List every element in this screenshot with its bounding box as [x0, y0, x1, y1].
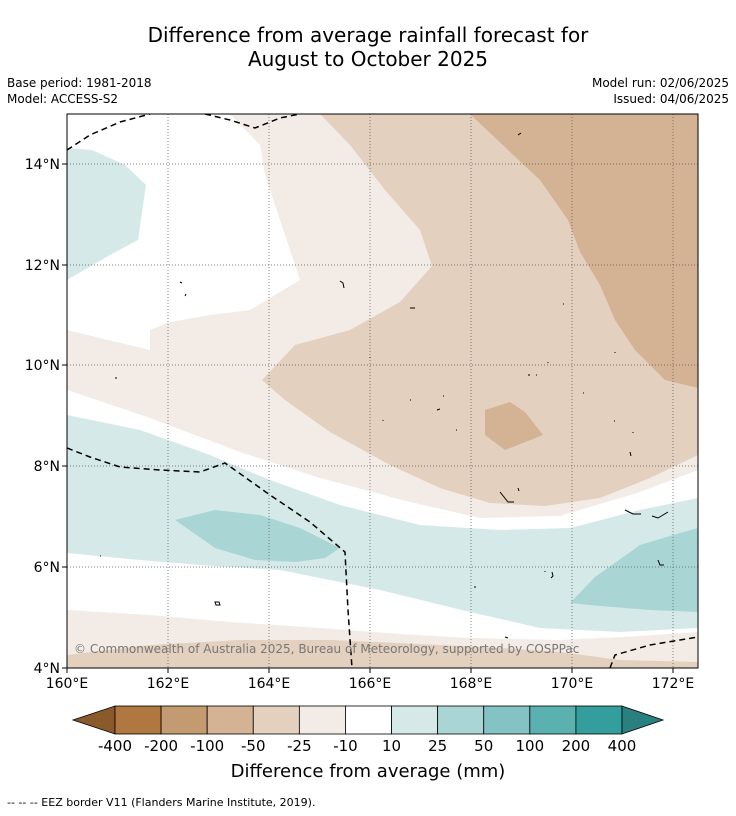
- colorbar-swatch: [252, 705, 300, 735]
- colorbar-title: Difference from average (mm): [230, 761, 506, 782]
- colorbar-tick-label: 10: [382, 737, 401, 755]
- meta-left: Base period: 1981-2018 Model: ACCESS-S2: [7, 75, 152, 107]
- colorbar-swatch: [114, 705, 162, 735]
- colorbar-tick-label: 25: [428, 737, 447, 755]
- lon-label-160e: 160°E: [46, 676, 89, 692]
- model-run-label: Model run: 02/06/2025: [591, 76, 729, 90]
- issued-label: Issued: 04/06/2025: [613, 92, 729, 106]
- lon-labels: 160°E 162°E 164°E 166°E 168°E 170°E 172°…: [46, 676, 695, 692]
- contour-dry-strong-patch: [485, 402, 543, 450]
- contour-wet-light-north: [67, 148, 146, 280]
- colorbar-tick-label: 400: [608, 737, 637, 755]
- lon-label-166e: 166°E: [349, 676, 392, 692]
- colorbar-swatch: [483, 705, 531, 735]
- meta-right: Model run: 02/06/2025 Issued: 04/06/2025: [592, 75, 729, 107]
- lat-label-4n: 4°N: [34, 661, 60, 677]
- eez-borders: [67, 114, 698, 668]
- lat-label-10n: 10°N: [25, 358, 60, 374]
- colorbar-extend-low: [71, 705, 116, 735]
- model-label: Model: ACCESS-S2: [7, 92, 119, 106]
- contour-dry-south-medium: [67, 640, 698, 668]
- contour-wet-medium-east: [570, 528, 698, 612]
- colorbar-tick-label: 200: [562, 737, 591, 755]
- lat-label-14n: 14°N: [25, 157, 60, 173]
- lat-label-8n: 8°N: [34, 459, 60, 475]
- colorbar-tick-label: -25: [287, 737, 312, 755]
- colorbar-tick-label: 100: [515, 737, 544, 755]
- colorbar-tick-label: 50: [474, 737, 493, 755]
- colorbar-swatch: [391, 705, 439, 735]
- colorbar-swatch: [298, 705, 346, 735]
- islands: [100, 132, 669, 639]
- lon-label-172e: 172°E: [652, 676, 695, 692]
- contour-dry-strong: [470, 114, 698, 388]
- lat-labels: 14°N 12°N 10°N 8°N 6°N 4°N: [25, 157, 60, 677]
- colorbar-swatch: [206, 705, 254, 735]
- lat-label-6n: 6°N: [34, 560, 60, 576]
- base-period-label: Base period: 1981-2018: [7, 76, 152, 90]
- map-title-line2: August to October 2025: [247, 47, 489, 71]
- map-title-line1: Difference from average rainfall forecas…: [147, 23, 589, 47]
- colorbar-swatch: [437, 705, 485, 735]
- colorbar-swatch: [575, 705, 623, 735]
- axis-ticks: [62, 163, 674, 673]
- colorbar-swatch: [529, 705, 577, 735]
- contour-wet-medium-west: [175, 510, 340, 562]
- colorbar-tick-label: -100: [190, 737, 224, 755]
- colorbar: -400 -200 -100 -50 -25 -10 10 25 50 100 200 400: [71, 705, 665, 755]
- eez-legend-note: -- -- -- EEZ border V11 (Flanders Marine…: [7, 796, 316, 809]
- lon-label-168e: 168°E: [450, 676, 493, 692]
- colorbar-tick-label: -400: [98, 737, 132, 755]
- colorbar-extend-high: [621, 705, 665, 735]
- copyright-text: © Commonwealth of Australia 2025, Bureau…: [74, 642, 579, 656]
- gridlines: [67, 114, 698, 668]
- lon-label-170e: 170°E: [551, 676, 594, 692]
- lon-label-164e: 164°E: [248, 676, 291, 692]
- contour-layer: [67, 114, 698, 668]
- colorbar-tick-label: -10: [333, 737, 358, 755]
- lon-label-162e: 162°E: [147, 676, 190, 692]
- plot-frame: [66, 113, 699, 669]
- colorbar-tick-label: -200: [144, 737, 178, 755]
- colorbar-swatch: [160, 705, 208, 735]
- lat-label-12n: 12°N: [25, 258, 60, 274]
- colorbar-swatch: [345, 705, 392, 735]
- colorbar-tick-label: -50: [241, 737, 266, 755]
- contour-wet-light-band: [67, 415, 698, 632]
